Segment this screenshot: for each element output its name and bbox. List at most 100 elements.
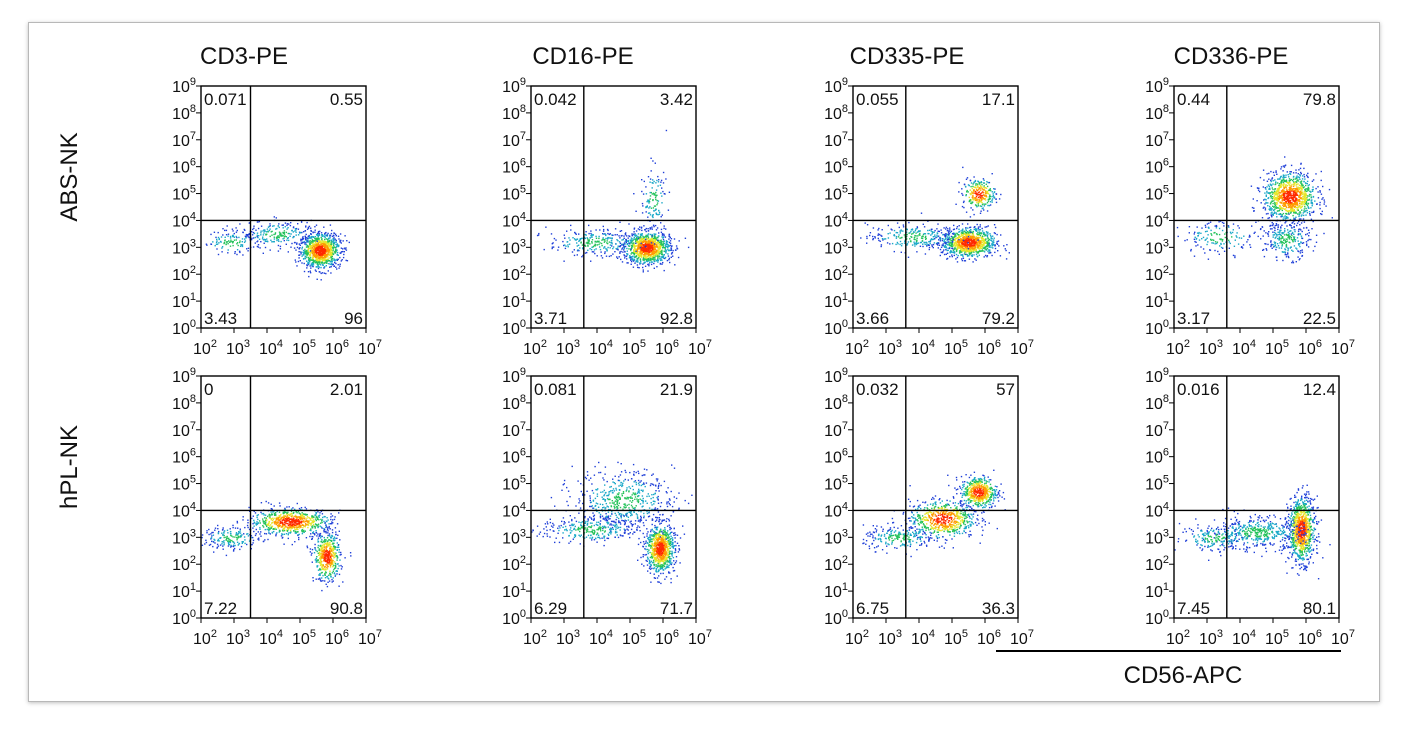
event-dot <box>979 247 982 249</box>
event-dot <box>942 243 944 245</box>
event-dot <box>965 251 967 253</box>
event-dot <box>336 243 338 245</box>
event-dot <box>311 246 313 249</box>
event-dot <box>1295 200 1297 202</box>
event-dot <box>973 197 976 199</box>
event-dot <box>331 251 333 254</box>
event-dot <box>643 254 646 256</box>
event-dot <box>282 227 284 229</box>
event-dot <box>310 229 312 232</box>
event-dot <box>981 207 983 210</box>
event-dot <box>603 228 605 231</box>
event-dot <box>990 246 992 249</box>
event-dot <box>650 239 652 242</box>
event-dot <box>263 230 266 232</box>
event-dot <box>1294 193 1296 195</box>
event-dot <box>637 248 640 250</box>
event-dot <box>655 233 657 235</box>
event-dot <box>985 231 988 233</box>
event-dot <box>1272 180 1274 182</box>
event-dot <box>1304 195 1307 197</box>
event-dot <box>1292 178 1295 180</box>
event-dot <box>652 237 655 240</box>
event-dot <box>1328 188 1331 191</box>
event-dot <box>866 242 868 244</box>
event-dot <box>314 260 316 263</box>
event-dot <box>962 166 964 169</box>
event-dot <box>652 179 654 181</box>
event-dot <box>994 232 996 235</box>
event-dot <box>573 249 575 251</box>
event-dot <box>614 228 617 230</box>
event-dot <box>621 261 624 263</box>
event-dot <box>663 235 665 237</box>
tick-label: 109 <box>502 76 526 96</box>
event-dot <box>647 233 650 235</box>
event-dot <box>638 256 640 259</box>
event-dot <box>1315 173 1317 175</box>
event-dot <box>672 249 674 252</box>
event-dot <box>320 232 323 234</box>
event-dot <box>282 238 284 240</box>
event-dot <box>986 241 988 243</box>
event-dot <box>329 252 332 254</box>
event-dot <box>972 194 974 197</box>
event-dot <box>950 245 953 247</box>
event-dot <box>911 233 913 235</box>
event-dot <box>946 243 948 245</box>
event-dot <box>641 252 643 255</box>
event-dot <box>946 249 948 252</box>
event-dot <box>642 244 644 246</box>
event-dot <box>318 254 320 256</box>
event-dot <box>986 247 989 250</box>
event-dot <box>576 254 578 256</box>
event-dot <box>655 208 657 211</box>
tick-label: 103 <box>226 338 250 358</box>
event-dot <box>979 248 981 250</box>
event-dot <box>315 256 317 258</box>
event-dot <box>899 232 901 234</box>
event-dot <box>1303 201 1305 203</box>
event-dot <box>660 181 662 183</box>
event-dot <box>1291 206 1293 208</box>
event-dot <box>336 245 338 248</box>
event-dot <box>902 230 904 232</box>
event-dot <box>311 258 314 261</box>
event-dot <box>295 234 297 236</box>
event-dot <box>897 243 899 245</box>
event-dot <box>277 250 280 252</box>
event-dot <box>973 243 975 245</box>
event-dot <box>956 244 959 246</box>
event-dot <box>328 238 330 240</box>
event-dot <box>1291 190 1293 192</box>
event-dot <box>310 246 312 248</box>
event-dot <box>1281 209 1283 212</box>
event-dot <box>636 253 638 255</box>
event-dot <box>961 192 963 195</box>
event-dot <box>994 226 997 229</box>
event-dot <box>563 244 565 247</box>
event-dot <box>1300 218 1302 220</box>
event-dot <box>661 259 663 261</box>
event-dot <box>299 232 301 234</box>
event-dot <box>629 235 631 238</box>
event-dot <box>919 232 921 235</box>
event-dot <box>981 188 984 190</box>
event-dot <box>279 248 282 250</box>
event-dot <box>916 251 918 253</box>
event-dot <box>661 236 663 238</box>
event-dot <box>653 259 655 261</box>
event-dot <box>641 212 644 214</box>
event-dot <box>969 226 971 229</box>
event-dot <box>1263 206 1265 208</box>
event-dot <box>328 263 330 265</box>
event-dot <box>1290 233 1293 235</box>
event-dot <box>662 261 664 264</box>
event-dot <box>333 258 336 260</box>
event-dot <box>972 245 975 247</box>
event-dot <box>877 237 879 240</box>
event-dot <box>1288 187 1291 189</box>
event-dot <box>652 199 654 202</box>
event-dot <box>643 256 645 258</box>
event-dot <box>965 229 968 232</box>
